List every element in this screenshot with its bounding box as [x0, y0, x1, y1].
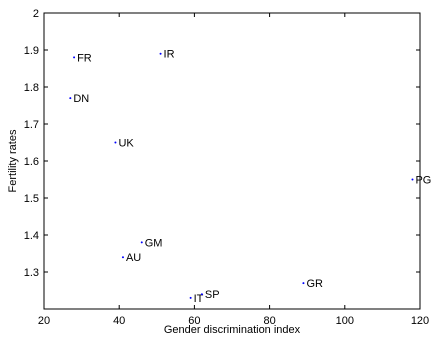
data-point-sp: [200, 293, 203, 296]
y-tick-label: 2: [33, 8, 39, 20]
x-axis-label: Gender discrimination index: [164, 324, 301, 336]
y-axis-label: Fertility rates: [7, 129, 19, 192]
x-tick-label: 20: [38, 315, 50, 327]
data-point-dn: [69, 97, 72, 100]
point-label-pg: PG: [415, 175, 431, 187]
y-tick-label: 1.8: [24, 82, 39, 94]
x-tick-label: 100: [336, 315, 354, 327]
y-tick-label: 1.5: [24, 193, 39, 205]
point-label-dn: DN: [73, 93, 89, 105]
x-tick-label: 80: [263, 315, 275, 327]
y-tick-label: 1.3: [24, 267, 39, 279]
y-tick-label: 1.6: [24, 156, 39, 168]
plot-area: [43, 12, 421, 310]
y-axis-ticks: 1.3 1.4 1.5 1.6 1.7 1.8 1.9 2: [24, 8, 420, 279]
data-point-ir: [159, 52, 162, 55]
point-label-uk: UK: [118, 138, 134, 150]
point-label-gm: GM: [145, 237, 163, 249]
x-axis-ticks: 20 40 60 80 100 120: [38, 13, 429, 327]
x-tick-label: 40: [113, 315, 125, 327]
data-point-au: [121, 256, 124, 259]
point-label-gr: GR: [306, 278, 323, 290]
point-label-au: AU: [126, 252, 141, 264]
point-label-it: IT: [194, 293, 204, 305]
point-label-sp: SP: [205, 289, 220, 301]
point-label-ir: IR: [164, 49, 175, 61]
y-tick-label: 1.9: [24, 45, 39, 57]
data-points: FR IR DN UK PG GM AU GR IT SP: [69, 49, 431, 305]
data-point-pg: [411, 178, 414, 181]
x-tick-label: 60: [188, 315, 200, 327]
data-point-fr: [73, 56, 76, 59]
y-tick-label: 1.4: [24, 230, 39, 242]
data-point-uk: [114, 141, 117, 144]
y-tick-label: 1.7: [24, 119, 39, 131]
data-point-it: [189, 296, 192, 299]
point-label-fr: FR: [77, 52, 92, 64]
x-tick-label: 120: [411, 315, 429, 327]
data-point-gr: [302, 282, 305, 285]
data-point-gm: [140, 241, 143, 244]
